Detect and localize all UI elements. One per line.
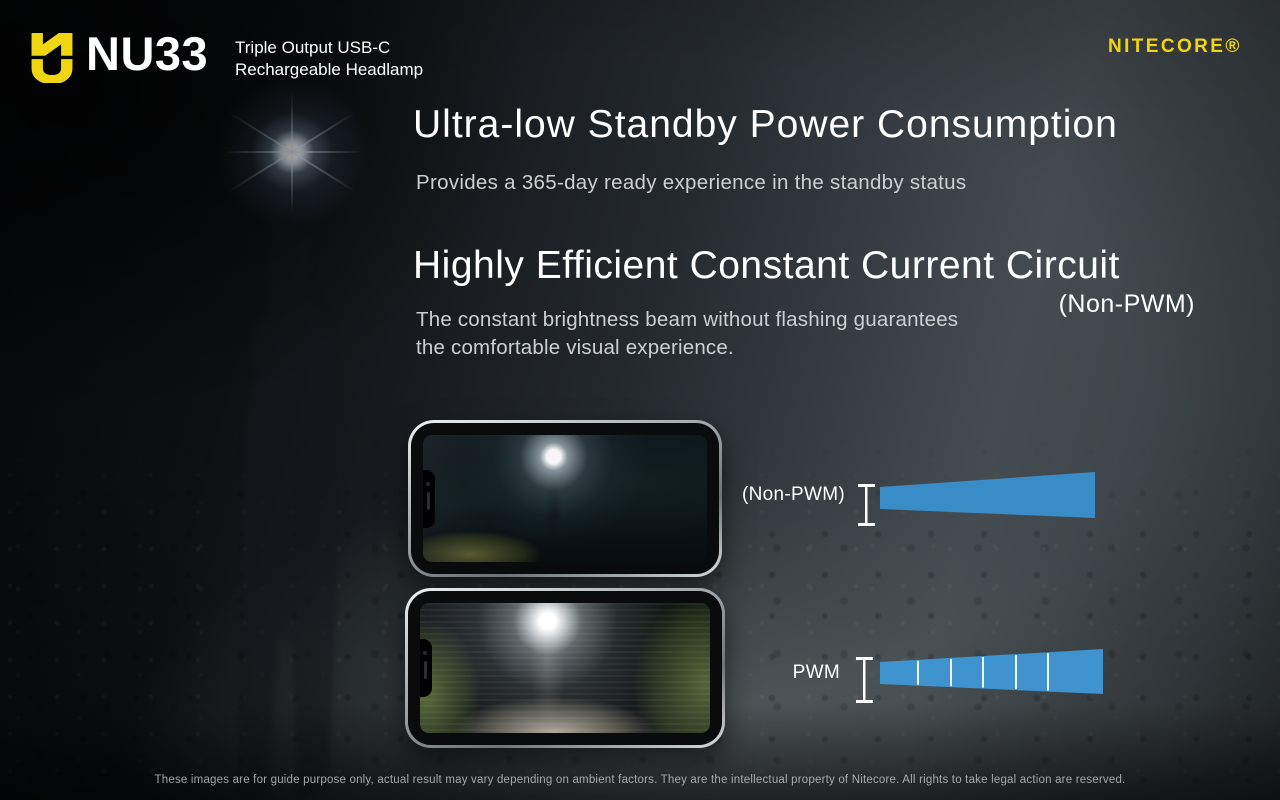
circuit-body: The constant brightness beam without fla… bbox=[416, 306, 958, 363]
speaker-slit-icon bbox=[424, 661, 427, 679]
beam-row-pwm-label: PWM bbox=[792, 662, 840, 683]
circuit-title: Highly Efficient Constant Current Circui… bbox=[413, 244, 1120, 287]
circuit-body-line1: The constant brightness beam without fla… bbox=[416, 308, 959, 331]
pwm-flicker-banding bbox=[420, 603, 710, 733]
phone-screen bbox=[423, 435, 707, 562]
non-pwm-badge: (Non-PWM) bbox=[1058, 290, 1195, 318]
range-marker-icon bbox=[856, 657, 873, 703]
phone-mockup-pwm bbox=[405, 588, 725, 748]
beam-wedge-solid bbox=[880, 472, 1095, 518]
night-path-scene bbox=[420, 603, 710, 733]
camera-dot-icon bbox=[423, 651, 427, 655]
beam-wedge-segmented bbox=[880, 649, 1103, 694]
brand-wordmark: NITECORE® bbox=[1108, 36, 1242, 57]
circuit-body-line2: the comfortable visual experience. bbox=[416, 336, 734, 360]
tagline-line2: Rechargeable Headlamp bbox=[235, 59, 424, 79]
model-name: NU33 bbox=[86, 27, 209, 80]
range-marker-icon bbox=[858, 484, 875, 526]
legal-disclaimer: These images are for guide purpose only,… bbox=[154, 774, 1126, 786]
standby-title: Ultra-low Standby Power Consumption bbox=[413, 103, 1118, 146]
standby-subtitle: Provides a 365-day ready experience in t… bbox=[416, 171, 967, 194]
nitecore-nu-logo-icon bbox=[31, 33, 73, 83]
product-tagline: Triple Output USB-C Rechargeable Headlam… bbox=[235, 37, 423, 81]
phone-mockup-non-pwm bbox=[408, 420, 722, 577]
phone-screen bbox=[420, 603, 710, 733]
phone-bezel bbox=[411, 423, 719, 574]
phone-notch bbox=[423, 469, 435, 528]
screen-reflection bbox=[423, 435, 707, 562]
phone-bezel bbox=[408, 591, 722, 745]
tagline-line1: Triple Output USB-C bbox=[235, 38, 391, 57]
night-forest-scene bbox=[423, 435, 707, 562]
camera-dot-icon bbox=[426, 481, 430, 486]
speaker-slit-icon bbox=[427, 491, 430, 510]
phone-notch bbox=[420, 639, 432, 697]
beam-row-non-pwm-label: (Non-PWM) bbox=[742, 484, 845, 505]
screen-reflection bbox=[420, 603, 710, 733]
